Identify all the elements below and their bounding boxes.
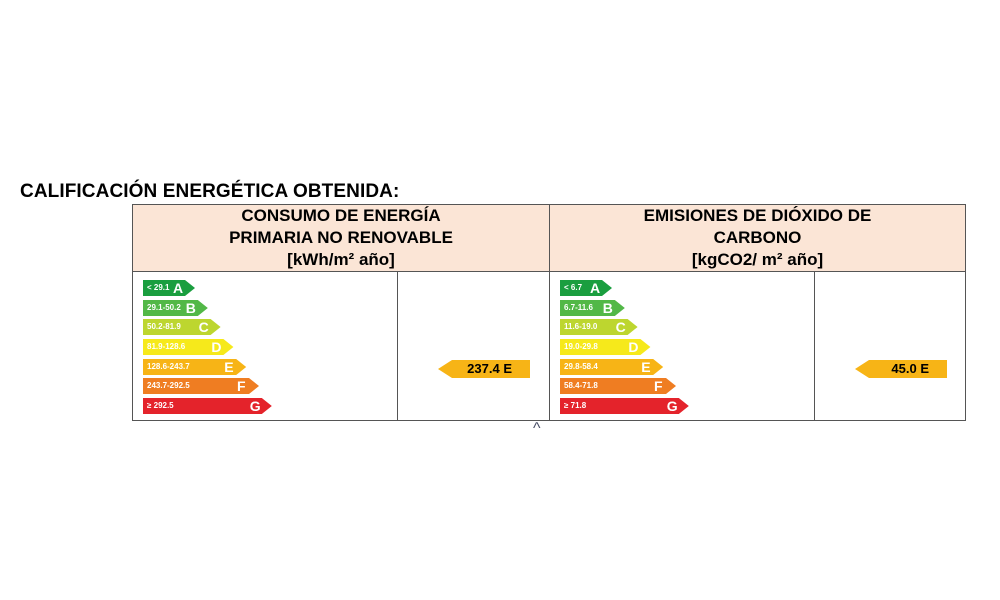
caret-glyph: ^ — [533, 420, 541, 437]
rating-bar-shape — [143, 299, 208, 316]
energy-rating-table: CONSUMO DE ENERGÍA PRIMARIA NO RENOVABLE… — [132, 204, 966, 421]
rating-bar-shape — [143, 319, 221, 336]
rating-bar-fill — [143, 299, 208, 316]
rating-bar-fill — [560, 280, 612, 296]
rating-bar-shape — [143, 339, 234, 356]
rating-letter: B — [602, 299, 613, 316]
co2-result-value: 45.0 E — [891, 361, 929, 376]
header-unit: [kWh/m² año] — [287, 250, 395, 269]
result-arrow-shape — [855, 360, 947, 378]
rating-bar-e: 128.6-243.7 E — [143, 358, 247, 375]
rating-bar-shape — [143, 280, 195, 296]
result-arrow-shape — [438, 360, 530, 378]
rating-bar-fill — [560, 358, 664, 375]
rating-bar-f: 243.7-292.5 F — [143, 378, 259, 395]
rating-range-label: 58.4-71.8 — [564, 381, 598, 391]
rating-bar-shape — [560, 280, 612, 296]
rating-letter: C — [198, 319, 209, 336]
co2-rating-scale: < 6.7 A 6.7-11.6 B 11.6-19.0 C 19.0-29.8 D 29.8-… — [560, 280, 689, 418]
rating-bar-fill — [560, 378, 676, 395]
rating-letter: G — [249, 398, 261, 415]
rating-range-label: 128.6-243.7 — [147, 361, 190, 371]
rating-letter: A — [590, 280, 601, 296]
energy-result-cell: 237.4 E — [397, 271, 550, 421]
rating-letter: F — [237, 378, 246, 395]
result-arrow-fill — [855, 360, 947, 378]
rating-range-label: 29.1-50.2 — [147, 302, 181, 312]
rating-bar-a: < 29.1 A — [143, 280, 195, 296]
rating-letter: A — [173, 280, 184, 296]
rating-bar-fill — [560, 339, 651, 356]
rating-bar-shape — [560, 319, 638, 336]
rating-letter: D — [211, 339, 222, 356]
rating-bar-shape — [560, 358, 664, 375]
energy-rating-scale: < 29.1 A 29.1-50.2 B 50.2-81.9 C 81.9-128.6 D 12… — [143, 280, 272, 418]
co2-result-arrow: 45.0 E — [855, 360, 947, 378]
rating-range-label: 11.6-19.0 — [564, 322, 598, 332]
co2-emissions-header: EMISIONES DE DIÓXIDO DE CARBONO [kgCO2/ … — [549, 204, 966, 272]
rating-bar-a: < 6.7 A — [560, 280, 612, 296]
rating-letter: E — [224, 358, 234, 375]
co2-scale-cell: < 6.7 A 6.7-11.6 B 11.6-19.0 C 19.0-29.8 D 29.8-… — [549, 271, 815, 421]
rating-bar-shape — [143, 398, 272, 415]
rating-bar-fill — [560, 299, 625, 316]
rating-bar-shape — [560, 299, 625, 316]
rating-bar-fill — [560, 319, 638, 336]
rating-letter: C — [615, 319, 626, 336]
energy-result-value: 237.4 E — [467, 361, 512, 376]
rating-bar-shape — [143, 358, 247, 375]
rating-bar-fill — [143, 339, 234, 356]
rating-range-label: ≥ 71.8 — [564, 401, 587, 411]
rating-bar-shape — [560, 378, 676, 395]
rating-bar-e: 29.8-58.4 E — [560, 358, 664, 375]
rating-letter: G — [666, 398, 678, 415]
rating-bar-fill — [143, 319, 221, 336]
header-line: PRIMARIA NO RENOVABLE — [229, 228, 453, 247]
energy-result-arrow: 237.4 E — [438, 360, 530, 378]
rating-range-label: < 6.7 — [564, 283, 583, 292]
header-line: EMISIONES DE DIÓXIDO DE — [643, 206, 872, 225]
rating-bar-fill — [143, 358, 247, 375]
rating-bar-f: 58.4-71.8 F — [560, 378, 676, 395]
rating-range-label: 243.7-292.5 — [147, 381, 190, 391]
energy-consumption-header: CONSUMO DE ENERGÍA PRIMARIA NO RENOVABLE… — [132, 204, 550, 272]
rating-range-label: 81.9-128.6 — [147, 342, 186, 352]
rating-range-label: 19.0-29.8 — [564, 342, 598, 352]
rating-letter: E — [641, 358, 651, 375]
rating-range-label: 6.7-11.6 — [564, 302, 593, 312]
rating-bar-d: 19.0-29.8 D — [560, 339, 651, 356]
rating-bar-fill — [143, 378, 259, 395]
rating-range-label: 50.2-81.9 — [147, 322, 181, 332]
rating-range-label: ≥ 292.5 — [147, 401, 174, 411]
page-title: CALIFICACIÓN ENERGÉTICA OBTENIDA: — [20, 181, 400, 202]
header-line: CONSUMO DE ENERGÍA — [241, 206, 441, 225]
result-arrow-fill — [438, 360, 530, 378]
rating-bar-b: 6.7-11.6 B — [560, 299, 625, 316]
rating-bar-g: ≥ 292.5 G — [143, 398, 272, 415]
rating-bar-shape — [560, 398, 689, 415]
rating-bar-g: ≥ 71.8 G — [560, 398, 689, 415]
rating-bar-shape — [560, 339, 651, 356]
rating-letter: D — [628, 339, 639, 356]
rating-bar-c: 11.6-19.0 C — [560, 319, 638, 336]
rating-bar-b: 29.1-50.2 B — [143, 299, 208, 316]
rating-bar-d: 81.9-128.6 D — [143, 339, 234, 356]
rating-bar-c: 50.2-81.9 C — [143, 319, 221, 336]
header-line: CARBONO — [713, 228, 802, 247]
header-unit: [kgCO2/ m² año] — [691, 250, 824, 269]
rating-letter: F — [654, 378, 663, 395]
rating-bar-fill — [143, 280, 195, 296]
rating-bar-fill — [143, 398, 272, 415]
rating-bar-shape — [143, 378, 259, 395]
rating-bar-fill — [560, 398, 689, 415]
rating-range-label: < 29.1 — [147, 283, 170, 292]
rating-letter: B — [185, 299, 196, 316]
energy-scale-cell: < 29.1 A 29.1-50.2 B 50.2-81.9 C 81.9-128.6 D 12… — [132, 271, 398, 421]
co2-result-cell: 45.0 E — [814, 271, 966, 421]
rating-range-label: 29.8-58.4 — [564, 361, 598, 371]
